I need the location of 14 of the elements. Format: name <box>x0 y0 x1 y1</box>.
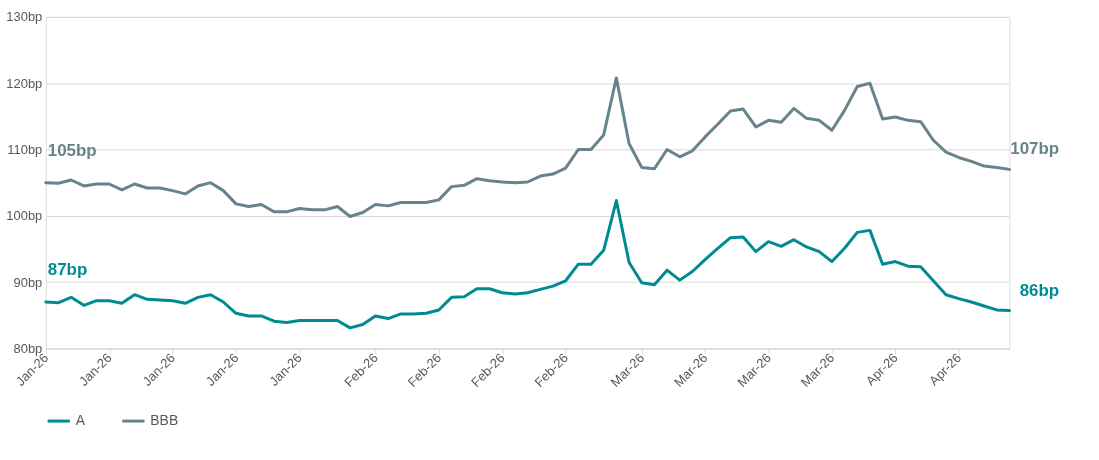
annotation: 105bp <box>47 140 97 160</box>
y-tick-label: 120bp <box>6 75 43 91</box>
annotation: 87bp <box>47 260 88 280</box>
text: 107bp <box>1010 139 1060 159</box>
y-tick-label: 130bp <box>6 9 43 25</box>
legend-label: A <box>75 412 86 429</box>
line-series <box>44 76 1011 218</box>
legend-label: BBB <box>150 412 179 429</box>
y-tick-label: 100bp <box>6 208 43 224</box>
y-tick-label: 80bp <box>13 340 43 356</box>
text: 86bp <box>1019 280 1060 300</box>
y-tick-label: 110bp <box>7 141 43 157</box>
line-series <box>44 199 1011 330</box>
y-tick-label: 90bp <box>13 274 43 290</box>
